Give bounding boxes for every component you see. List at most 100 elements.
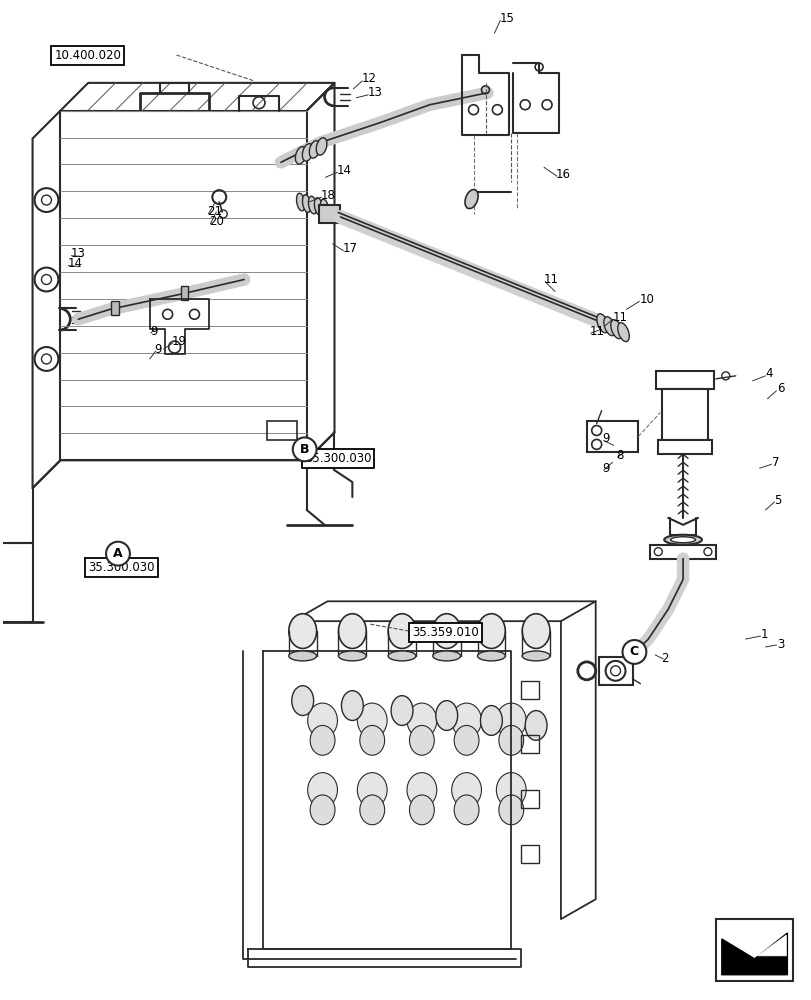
Text: 13: 13 [71, 247, 85, 260]
Text: 9: 9 [149, 325, 157, 338]
Text: 2: 2 [660, 652, 668, 665]
Circle shape [622, 640, 646, 664]
Text: 14: 14 [67, 257, 82, 270]
Ellipse shape [617, 323, 629, 342]
Ellipse shape [521, 614, 549, 648]
Text: 35.300.030: 35.300.030 [88, 561, 155, 574]
Ellipse shape [670, 537, 695, 543]
Text: 11: 11 [611, 311, 627, 324]
Polygon shape [721, 933, 787, 975]
Text: 20: 20 [209, 215, 224, 228]
Bar [655, 371, 713, 389]
Ellipse shape [295, 147, 306, 164]
Ellipse shape [480, 706, 502, 735]
Ellipse shape [359, 725, 384, 755]
Ellipse shape [496, 773, 526, 807]
Ellipse shape [320, 199, 328, 217]
Text: 7: 7 [771, 456, 779, 469]
Bar [521, 681, 539, 699]
Text: 12: 12 [361, 72, 375, 85]
Bar [658, 440, 711, 454]
Ellipse shape [307, 773, 337, 807]
Ellipse shape [498, 725, 523, 755]
Text: 21: 21 [207, 205, 222, 218]
Ellipse shape [310, 725, 335, 755]
Text: 4: 4 [765, 367, 772, 380]
Text: 11: 11 [589, 325, 604, 338]
Bar [521, 790, 539, 808]
Polygon shape [757, 935, 785, 956]
Circle shape [41, 195, 51, 205]
Ellipse shape [453, 725, 478, 755]
Ellipse shape [409, 725, 434, 755]
Text: 9: 9 [602, 462, 609, 475]
Bar [111, 301, 119, 315]
Ellipse shape [341, 691, 363, 720]
Ellipse shape [310, 795, 335, 825]
Ellipse shape [610, 320, 621, 339]
Ellipse shape [338, 651, 366, 661]
Circle shape [35, 347, 58, 371]
Text: 11: 11 [543, 273, 558, 286]
Circle shape [41, 275, 51, 284]
Text: 35.300.030: 35.300.030 [304, 452, 371, 465]
Text: 13: 13 [367, 86, 382, 99]
Bar [715, 919, 792, 981]
Ellipse shape [289, 651, 316, 661]
Ellipse shape [338, 614, 366, 648]
Ellipse shape [315, 138, 327, 155]
Ellipse shape [289, 614, 316, 648]
Ellipse shape [465, 190, 478, 209]
Circle shape [293, 437, 316, 461]
Ellipse shape [496, 703, 526, 738]
Bar [662, 389, 707, 440]
Ellipse shape [453, 795, 478, 825]
Text: 9: 9 [602, 432, 609, 445]
Ellipse shape [477, 651, 504, 661]
Ellipse shape [357, 773, 387, 807]
Ellipse shape [357, 703, 387, 738]
Text: 6: 6 [776, 382, 784, 395]
Bar [318, 205, 340, 223]
Text: 3: 3 [776, 638, 784, 651]
Ellipse shape [432, 651, 460, 661]
Ellipse shape [406, 773, 436, 807]
Text: B: B [299, 443, 309, 456]
Circle shape [41, 354, 51, 364]
Ellipse shape [314, 198, 323, 215]
Ellipse shape [307, 703, 337, 738]
Ellipse shape [451, 703, 481, 738]
Bar [180, 286, 188, 300]
Text: A: A [113, 547, 122, 560]
Ellipse shape [603, 317, 615, 336]
Text: 35.359.010: 35.359.010 [411, 626, 478, 639]
Text: 10: 10 [638, 293, 654, 306]
Text: 10.400.020: 10.400.020 [54, 49, 121, 62]
Text: 14: 14 [336, 164, 351, 177]
Bar [521, 735, 539, 753]
Ellipse shape [291, 686, 313, 716]
Circle shape [106, 542, 130, 566]
Text: 16: 16 [556, 168, 570, 181]
Ellipse shape [663, 535, 701, 545]
Bar [586, 421, 637, 452]
Ellipse shape [409, 795, 434, 825]
Ellipse shape [296, 193, 305, 211]
Bar [650, 545, 715, 559]
Text: 1: 1 [760, 628, 767, 641]
Ellipse shape [525, 711, 547, 740]
Ellipse shape [521, 651, 549, 661]
Bar [267, 421, 296, 440]
Ellipse shape [359, 795, 384, 825]
Ellipse shape [391, 696, 413, 725]
Ellipse shape [388, 614, 415, 648]
Text: 18: 18 [320, 189, 335, 202]
Ellipse shape [302, 144, 312, 161]
Text: 17: 17 [342, 242, 357, 255]
Ellipse shape [308, 196, 316, 214]
Bar [521, 845, 539, 863]
Ellipse shape [309, 141, 320, 158]
Ellipse shape [303, 195, 311, 212]
Ellipse shape [436, 701, 457, 730]
Ellipse shape [596, 314, 607, 333]
